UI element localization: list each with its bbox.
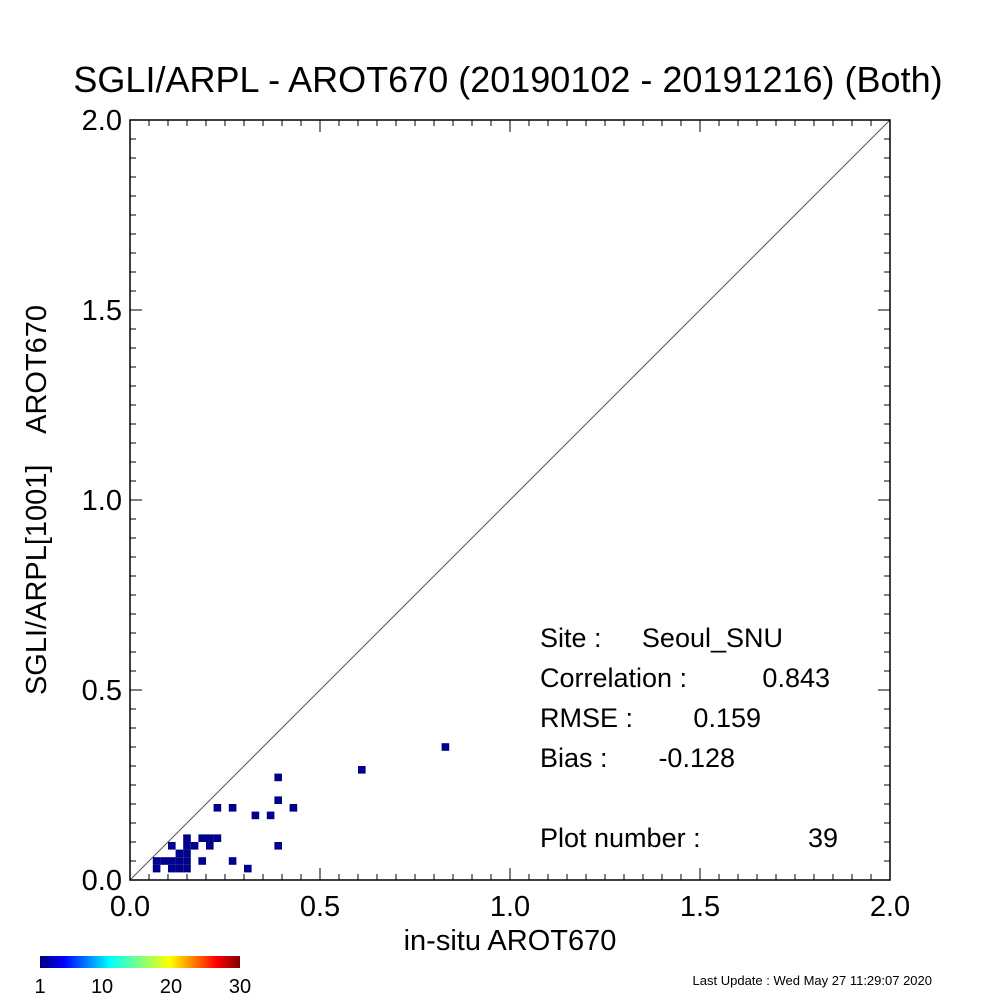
data-point [183, 849, 191, 858]
data-point [228, 804, 237, 812]
last-update-text: Last Update : Wed May 27 11:29:07 2020 [693, 973, 932, 988]
colorbar-tick-labels: 1 10 20 30 [34, 976, 251, 998]
data-point [228, 857, 237, 865]
colorbar-tick-label: 20 [160, 976, 182, 998]
x-axis-title: in-situ AROT670 [404, 925, 617, 957]
data-point [266, 811, 275, 820]
y-tick-label: 2.0 [82, 105, 122, 137]
y-axis-title: SGLI/ARPL[1001] AROT670 [21, 305, 53, 695]
data-point [175, 864, 184, 873]
data-point [251, 811, 260, 820]
x-tick-label: 0.0 [110, 891, 150, 923]
data-point [175, 849, 184, 858]
site-value: Seoul_SNU [642, 623, 783, 653]
data-point [183, 857, 191, 865]
x-tick-label: 1.0 [490, 891, 530, 923]
colorbar-gradient [40, 956, 240, 968]
plot-number-label: Plot number : [540, 823, 701, 853]
plot-frame [129, 119, 891, 881]
data-point [198, 834, 206, 842]
data-point [190, 842, 199, 850]
data-point [183, 864, 191, 873]
one-to-one-line [129, 119, 891, 881]
data-point [198, 857, 206, 865]
site-label: Site : [540, 623, 602, 653]
data-point [152, 857, 161, 865]
data-point [274, 796, 282, 804]
data-point [206, 842, 214, 850]
stats-box: Site : Seoul_SNU Correlation : 0.843 RMS… [540, 623, 838, 853]
colorbar-tick-label: 30 [229, 976, 251, 998]
data-point [274, 842, 282, 850]
data-point [213, 804, 222, 812]
colorbar-tick-label: 10 [91, 976, 113, 998]
data-point [274, 773, 282, 782]
data-point [168, 857, 176, 865]
data-point [183, 834, 191, 842]
rmse-label: RMSE : [540, 703, 633, 733]
data-point [289, 804, 298, 812]
bias-label: Bias : [540, 743, 608, 773]
correlation-value: 0.843 [762, 663, 830, 693]
data-point [183, 842, 191, 850]
x-tick-label: 1.5 [680, 891, 720, 923]
x-tick-label: 2.0 [870, 891, 910, 923]
data-point [175, 857, 184, 865]
y-tick-label: 1.5 [82, 295, 122, 327]
plot-number-value: 39 [808, 823, 838, 853]
bias-value: -0.128 [658, 743, 735, 773]
data-point [213, 834, 222, 842]
data-point [168, 842, 176, 850]
data-point [152, 864, 161, 873]
data-point [160, 857, 168, 865]
y-tick-label: 0.0 [82, 865, 122, 897]
data-points [152, 743, 450, 873]
chart-title: SGLI/ARPL - AROT670 (20190102 - 20191216… [73, 59, 942, 100]
data-point [244, 864, 252, 873]
axis-tick-labels: 0.0 0.5 1.0 1.5 2.0 0.0 0.5 1.0 1.5 2.0 [82, 105, 910, 923]
data-point [168, 864, 176, 873]
colorbar-tick-label: 1 [34, 976, 45, 998]
correlation-label: Correlation : [540, 663, 687, 693]
y-tick-label: 1.0 [82, 485, 122, 517]
axis-ticks [129, 119, 891, 881]
data-point [358, 766, 366, 774]
rmse-value: 0.159 [693, 703, 761, 733]
y-tick-label: 0.5 [82, 675, 122, 707]
x-tick-label: 0.5 [300, 891, 340, 923]
data-point [441, 743, 450, 751]
data-point [206, 834, 214, 842]
colorbar: 1 10 20 30 [34, 956, 251, 998]
